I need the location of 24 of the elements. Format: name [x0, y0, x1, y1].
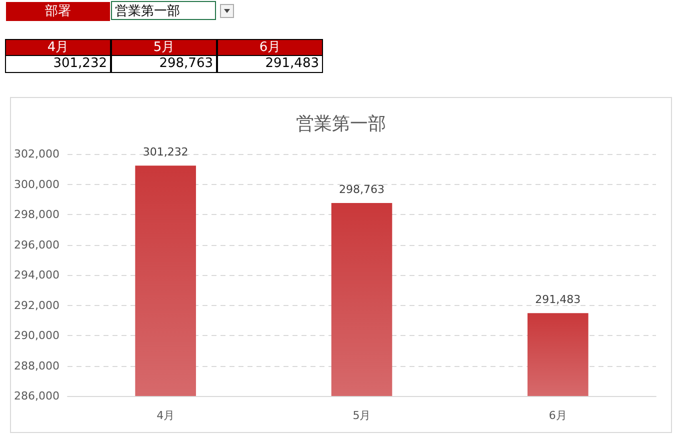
text: 298,763 [159, 56, 213, 71]
x-tick-label: 4月 [156, 409, 175, 422]
y-tick-label: 296,000 [14, 238, 60, 252]
text: 301,232 [53, 56, 107, 71]
text: 291,483 [265, 56, 319, 71]
data-label: 301,232 [142, 146, 188, 159]
y-tick-label: 292,000 [14, 298, 60, 312]
category-label: 5月 [153, 40, 175, 55]
y-tick-label: 288,000 [14, 359, 60, 372]
text: 部署 [6, 2, 110, 21]
y-tick-label: 286,000 [14, 390, 60, 402]
y-tick-label: 294,000 [14, 268, 60, 282]
category-label: 4月 [47, 40, 69, 55]
category-label: 6月 [259, 40, 281, 55]
y-tick-label: 302,000 [14, 148, 60, 160]
text: 営業第一部 [111, 1, 216, 20]
data-label: 291,483 [535, 293, 581, 306]
y-tick-label: 300,000 [14, 178, 60, 191]
x-tick-label: 6月 [548, 409, 567, 422]
y-tick-label: 298,000 [14, 208, 60, 221]
y-tick-label: 290,000 [14, 329, 60, 342]
data-label: 298,763 [338, 182, 384, 196]
chart-title: 営業第一部 [296, 114, 386, 134]
x-tick-label: 5月 [352, 409, 371, 422]
